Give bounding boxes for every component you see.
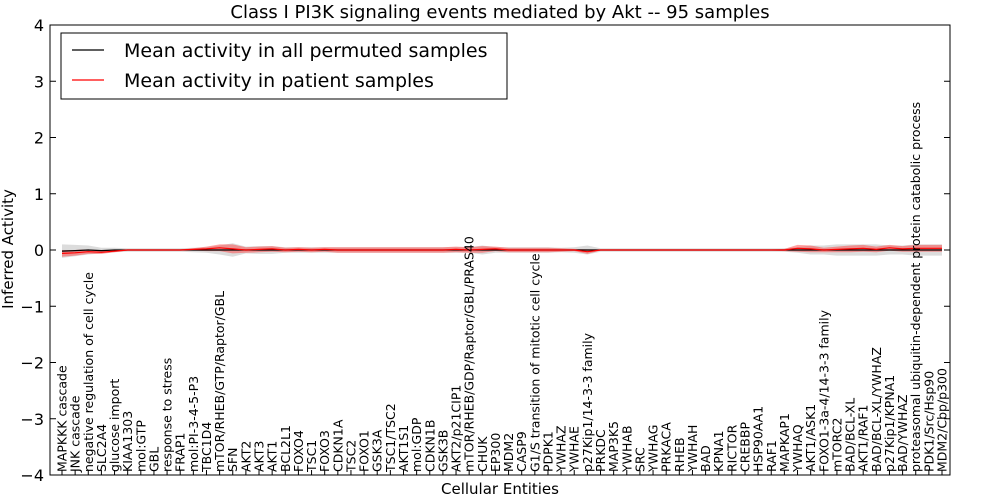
x-tick-label: CREBBP	[737, 422, 752, 472]
x-tick-label: BAD/BCL-XL/YWHAZ	[869, 347, 884, 472]
x-tick-label: FOXO1-3a-4/14-3-3 family	[816, 309, 831, 472]
x-tick-label: PDK1/Src/Hsp90	[921, 371, 936, 472]
x-tick-label: FOXO3	[317, 430, 332, 472]
y-axis-ticks: −4 −3 −2 −1 0 1 2 3 4	[20, 16, 950, 485]
x-tick-label: MDM2	[501, 433, 516, 472]
x-tick-label: BAD/BCL-XL	[843, 398, 858, 472]
x-tick-label: MAPKAP1	[777, 413, 792, 472]
x-tick-label: FOXO4	[291, 430, 306, 472]
series-lines	[61, 247, 942, 254]
y-tick-label: 0	[34, 241, 44, 260]
x-tick-label: RICTOR	[724, 424, 739, 472]
x-tick-label: response to stress	[160, 358, 175, 472]
y-tick-label: 3	[34, 72, 44, 91]
x-tick-label: p27Kip1/KPNA1	[882, 375, 897, 472]
x-tick-label: JNK cascade	[68, 395, 83, 473]
x-tick-label: SRC	[632, 447, 647, 472]
x-tick-label: mTOR/RHEB/GTP/Raptor/GBL	[212, 291, 227, 472]
x-tick-label: RHEB	[672, 437, 687, 472]
x-tick-label: SFN	[225, 448, 240, 472]
x-tick-label: YWHAH	[685, 425, 700, 473]
x-tick-label: proteasomal ubiquitin-dependent protein …	[908, 102, 923, 472]
x-tick-label: mTORC2	[829, 418, 844, 472]
x-tick-label: AKT2	[238, 441, 253, 472]
x-tick-label: mol:GDP	[409, 417, 424, 472]
legend: Mean activity in all permuted samples Me…	[60, 32, 508, 100]
x-axis-label: Cellular Entities	[441, 480, 559, 498]
x-tick-label: TSC1/TSC2	[383, 403, 398, 473]
x-tick-label: YWHAZ	[554, 425, 569, 473]
x-tick-label: KIAA1303	[120, 411, 135, 472]
x-tick-label: CDKN1A	[330, 419, 345, 472]
x-tick-label: CASP9	[514, 431, 529, 472]
y-tick-label: −1	[20, 297, 44, 316]
y-tick-label: 1	[34, 185, 44, 204]
x-tick-label: TSC1	[304, 440, 319, 473]
x-tick-label: mTOR/RHEB/GDP/Raptor/GBL/PRAS40	[462, 236, 477, 472]
x-tick-label: PRKDC	[593, 429, 608, 472]
x-tick-label: YWHAG	[646, 425, 661, 473]
x-tick-label: PDPK1	[540, 431, 555, 472]
plot-frame	[49, 24, 951, 476]
x-tick-label: RAF1	[764, 440, 779, 472]
x-tick-label: AKT1/ASK1	[803, 404, 818, 472]
x-tick-label: AKT1/RAF1	[856, 405, 871, 472]
y-tick-label: −3	[20, 410, 44, 429]
legend-label-permuted: Mean activity in all permuted samples	[124, 40, 487, 62]
legend-box	[60, 32, 508, 100]
y-tick-label: −4	[20, 466, 44, 485]
x-tick-label: HSP90AA1	[751, 406, 766, 472]
x-tick-label: GSK3B	[435, 430, 450, 472]
x-tick-label: BAD	[698, 445, 713, 472]
x-tick-label: BAD/YWHAZ	[895, 395, 910, 472]
x-tick-label: YWHAQ	[790, 424, 805, 473]
x-tick-label: FRAP1	[173, 433, 188, 472]
x-tick-label: SLC2A4	[94, 424, 109, 472]
x-tick-label: EP300	[488, 433, 503, 472]
x-tick-label: mol:GTP	[133, 420, 148, 472]
x-tick-label: AKT2/p21CIP1	[449, 385, 464, 472]
x-tick-label: YWHAB	[619, 425, 634, 473]
x-tick-label: YWHAE	[567, 426, 582, 473]
x-tick-label: TSC2	[343, 440, 358, 473]
x-tick-label: mol:PI-3-4-5-P3	[186, 376, 201, 472]
x-tick-label: glucose import	[107, 379, 122, 472]
x-tick-label: PRKACA	[659, 422, 674, 472]
x-tick-label: GBL	[146, 447, 161, 472]
x-tick-label: negative regulation of cell cycle	[81, 272, 96, 472]
x-tick-label: MAPKKK cascade	[55, 365, 70, 472]
legend-label-patient: Mean activity in patient samples	[124, 70, 434, 92]
x-tick-label: MDM2/Cbp/p300	[935, 368, 950, 472]
x-tick-label: G1/S transition of mitotic cell cycle	[527, 253, 542, 472]
x-tick-label: MAP3K5	[606, 421, 621, 472]
x-tick-label: AKT3	[252, 441, 267, 472]
chart-title: Class I PI3K signaling events mediated b…	[230, 2, 769, 23]
x-tick-label: p27Kip1/14-3-3 family	[580, 332, 595, 472]
y-tick-label: −2	[20, 354, 44, 373]
x-tick-label: CDKN1B	[422, 420, 437, 472]
y-tick-label: 2	[34, 129, 44, 148]
x-tick-label: TBC1D4	[199, 422, 214, 473]
x-tick-label: KPNA1	[711, 430, 726, 472]
x-tick-label: FOXO1	[357, 430, 372, 472]
x-tick-label: GSK3A	[370, 429, 385, 472]
x-tick-label: CHUK	[475, 436, 490, 472]
line-series-1	[61, 247, 942, 254]
y-axis-label: Inferred Activity	[0, 189, 17, 309]
x-tick-label: AKT1	[265, 441, 280, 472]
x-tick-label: AKT1S1	[396, 425, 411, 472]
x-tick-label: BCL2L1	[278, 425, 293, 472]
y-tick-label: 4	[34, 16, 44, 35]
